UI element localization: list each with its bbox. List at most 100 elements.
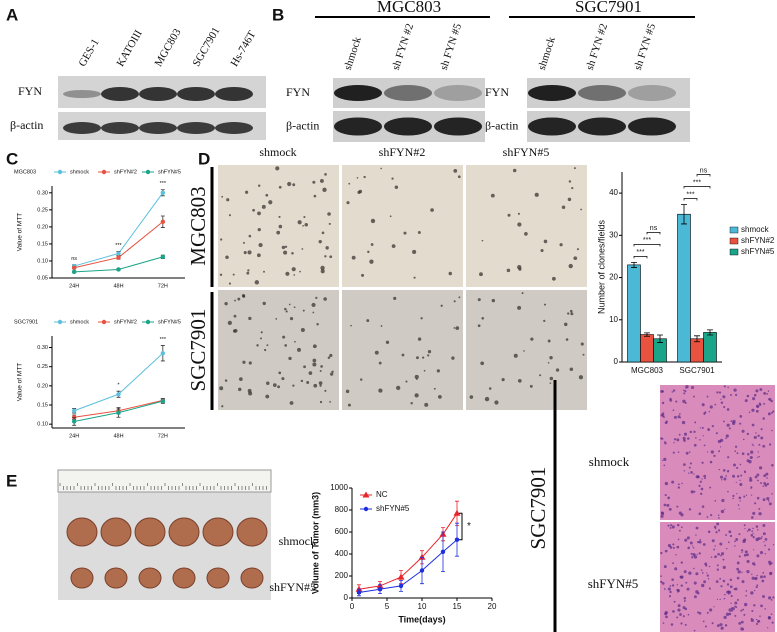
colony	[247, 250, 252, 255]
nucleus	[734, 540, 736, 543]
nucleus	[676, 616, 679, 619]
y-tick-label: 0.10	[37, 258, 48, 264]
annotation: *	[467, 521, 471, 532]
nucleus	[663, 464, 666, 467]
nucleus	[686, 536, 690, 540]
nucleus	[725, 547, 728, 550]
colony	[393, 296, 397, 300]
nucleus	[663, 457, 667, 461]
column-label: shFYN#2	[379, 145, 426, 159]
nucleus	[756, 574, 758, 577]
colony	[571, 186, 574, 190]
nucleus	[747, 452, 750, 456]
colony	[291, 251, 294, 255]
blot-band	[434, 85, 482, 101]
colony	[385, 340, 390, 344]
nucleus	[710, 450, 714, 454]
bracket	[646, 232, 661, 235]
tumor	[168, 517, 200, 547]
nucleus	[710, 514, 713, 517]
nucleus	[749, 455, 753, 460]
nucleus	[693, 595, 697, 599]
nucleus	[660, 512, 665, 516]
colony	[312, 311, 315, 314]
colony	[261, 204, 266, 209]
nucleus	[760, 436, 764, 440]
colony	[436, 369, 440, 373]
nucleus	[745, 494, 748, 496]
nucleus	[754, 502, 757, 505]
colony	[219, 273, 223, 277]
colony	[488, 387, 492, 390]
nucleus	[690, 471, 693, 474]
nucleus	[706, 395, 709, 398]
colony	[312, 180, 316, 184]
nucleus	[751, 408, 755, 412]
colony	[287, 181, 292, 187]
tumor	[100, 517, 132, 547]
nucleus	[763, 482, 766, 485]
nucleus	[730, 602, 732, 604]
colony	[378, 361, 382, 365]
blot-band	[177, 122, 215, 134]
x-tick-label: 24H	[69, 433, 79, 439]
colony	[568, 180, 572, 183]
nucleus	[719, 438, 724, 442]
colony	[366, 319, 370, 323]
nucleus	[729, 578, 733, 582]
colony	[293, 274, 296, 276]
colony	[325, 246, 329, 250]
point	[440, 549, 446, 554]
annotation: ***	[160, 181, 167, 187]
nucleus	[676, 545, 680, 549]
nucleus	[757, 529, 759, 531]
nucleus	[745, 594, 747, 597]
nucleus	[744, 399, 748, 403]
nucleus	[682, 436, 686, 440]
nucleus	[756, 554, 760, 558]
nucleus	[689, 541, 693, 545]
nucleus	[711, 424, 714, 428]
nucleus	[759, 551, 764, 555]
point	[160, 190, 166, 196]
nucleus	[734, 587, 738, 591]
nucleus	[701, 403, 705, 407]
nucleus	[694, 421, 697, 424]
y-tick-label: 0.15	[37, 402, 48, 408]
colony	[320, 265, 325, 271]
colony	[417, 231, 421, 234]
nucleus	[668, 507, 672, 511]
nucleus	[751, 423, 755, 427]
nucleus	[722, 565, 726, 569]
nucleus	[678, 529, 681, 532]
nucleus	[695, 437, 697, 439]
colony	[247, 269, 250, 272]
colony	[391, 177, 394, 180]
nucleus	[710, 556, 713, 558]
y-tick-label: 30	[609, 230, 618, 239]
row-label: SGC7901	[186, 309, 210, 392]
nucleus	[672, 610, 675, 613]
nucleus	[714, 545, 716, 547]
nucleus	[661, 412, 665, 416]
tumor	[138, 567, 162, 589]
nucleus	[750, 617, 753, 620]
colony	[248, 234, 252, 238]
column-label: shmock	[259, 145, 296, 159]
colony	[394, 185, 399, 189]
bar	[690, 338, 704, 363]
nucleus	[758, 512, 762, 516]
error-bar	[694, 335, 700, 343]
legend-marker	[145, 319, 151, 325]
colony-image	[342, 290, 463, 410]
colony	[329, 400, 331, 403]
colony	[300, 379, 304, 383]
colony	[329, 255, 333, 259]
nucleus	[683, 570, 687, 574]
panel-letter: C	[6, 149, 18, 168]
nucleus	[683, 439, 686, 442]
colony	[430, 208, 434, 212]
point	[356, 590, 362, 595]
nucleus	[748, 460, 752, 464]
